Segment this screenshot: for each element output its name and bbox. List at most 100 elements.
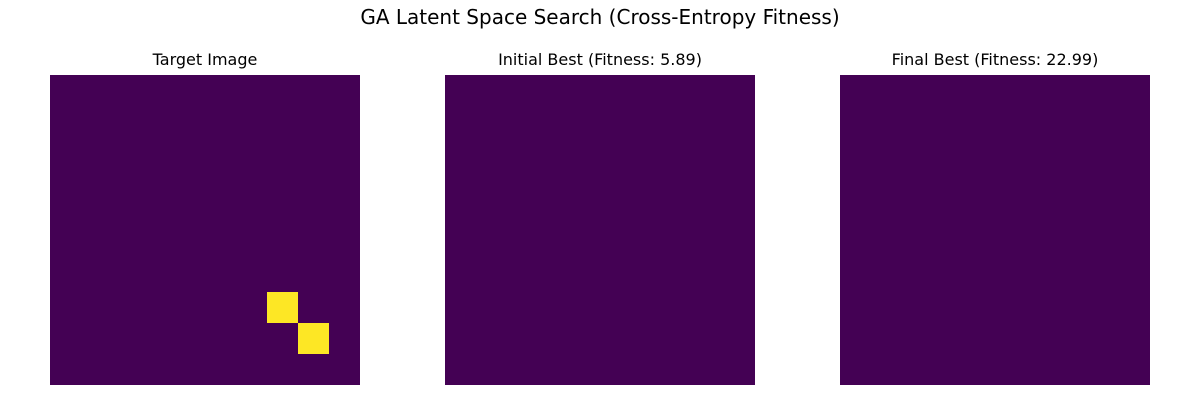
heatmap-cell — [445, 75, 477, 107]
heatmap-cell — [298, 168, 330, 200]
heatmap-cell — [538, 137, 570, 169]
heatmap-cell — [995, 323, 1027, 355]
heatmap-cell — [205, 75, 237, 107]
heatmap-cell — [267, 106, 299, 138]
heatmap-cell — [569, 354, 601, 385]
heatmap-final-best — [840, 75, 1150, 385]
heatmap-cell — [329, 230, 360, 262]
heatmap-cell — [476, 75, 508, 107]
heatmap-cell — [724, 75, 755, 107]
heatmap-cell — [631, 137, 663, 169]
heatmap-cell — [205, 354, 237, 385]
heatmap-cell — [995, 199, 1027, 231]
heatmap-cell — [236, 230, 268, 262]
heatmap-cell — [445, 292, 477, 324]
heatmap-cell — [662, 323, 694, 355]
heatmap-cell — [112, 230, 144, 262]
heatmap-cell — [693, 261, 725, 293]
heatmap-cell — [662, 137, 694, 169]
heatmap-cell — [1057, 354, 1089, 385]
heatmap-cell — [840, 323, 872, 355]
heatmap-cell — [569, 292, 601, 324]
heatmap-cell — [143, 292, 175, 324]
heatmap-cell — [1026, 261, 1058, 293]
heatmap-cell — [933, 168, 965, 200]
heatmap-cell — [1088, 168, 1120, 200]
heatmap-cell — [724, 106, 755, 138]
heatmap-cell — [1088, 292, 1120, 324]
heatmap-cell — [1088, 230, 1120, 262]
panel-title-target-image: Target Image — [152, 50, 258, 69]
heatmap-cell — [81, 168, 113, 200]
heatmap-cell — [267, 230, 299, 262]
heatmap-cell — [174, 292, 206, 324]
panel-title-final-best: Final Best (Fitness: 22.99) — [891, 50, 1099, 69]
heatmap-cell — [1026, 230, 1058, 262]
heatmap-cell — [1026, 75, 1058, 107]
heatmap-cell — [476, 323, 508, 355]
heatmap-cell — [1057, 137, 1089, 169]
heatmap-cell — [871, 168, 903, 200]
heatmap-initial-best — [445, 75, 755, 385]
heatmap-cell — [600, 106, 632, 138]
heatmap-cell — [445, 168, 477, 200]
heatmap-cell — [995, 75, 1027, 107]
heatmap-cell — [1026, 323, 1058, 355]
heatmap-cell — [1026, 292, 1058, 324]
heatmap-cell — [329, 75, 360, 107]
heatmap-cell — [724, 354, 755, 385]
heatmap-cell — [871, 75, 903, 107]
heatmap-cell — [445, 261, 477, 293]
heatmap-cell — [840, 106, 872, 138]
heatmap-cell — [174, 199, 206, 231]
heatmap-cell — [569, 230, 601, 262]
heatmap-cell — [871, 106, 903, 138]
heatmap-cell — [902, 168, 934, 200]
heatmap-cell — [840, 354, 872, 385]
heatmap-cell — [840, 199, 872, 231]
heatmap-cell — [50, 137, 82, 169]
heatmap-cell — [1119, 75, 1150, 107]
heatmap-cell — [236, 292, 268, 324]
heatmap-cell — [600, 75, 632, 107]
heatmap-cell — [298, 292, 330, 324]
heatmap-cell — [1057, 292, 1089, 324]
heatmap-cell — [267, 168, 299, 200]
heatmap-cell — [1088, 323, 1120, 355]
heatmap-cell — [1119, 292, 1150, 324]
heatmap-cell — [538, 199, 570, 231]
heatmap-cell — [81, 292, 113, 324]
heatmap-cell — [933, 323, 965, 355]
heatmap-cell — [724, 292, 755, 324]
heatmap-cell — [724, 137, 755, 169]
heatmap-cell — [902, 199, 934, 231]
heatmap-cell — [476, 354, 508, 385]
heatmap-cell — [933, 261, 965, 293]
heatmap-cell — [693, 106, 725, 138]
heatmap-cell — [724, 323, 755, 355]
heatmap-cell — [871, 261, 903, 293]
heatmap-cell — [631, 230, 663, 262]
heatmap-cell — [1057, 199, 1089, 231]
heatmap-cell — [236, 75, 268, 107]
heatmap-cell — [693, 292, 725, 324]
heatmap-cell — [662, 354, 694, 385]
heatmap-cell — [50, 199, 82, 231]
heatmap-cell — [445, 106, 477, 138]
heatmap-cell — [1119, 168, 1150, 200]
heatmap-cell — [507, 75, 539, 107]
heatmap-cell — [840, 168, 872, 200]
heatmap-cell — [298, 137, 330, 169]
heatmap-cell — [538, 323, 570, 355]
heatmap-cell — [174, 354, 206, 385]
heatmap-cell — [236, 354, 268, 385]
heatmap-cell — [174, 137, 206, 169]
heatmap-cell — [964, 137, 996, 169]
heatmap-cell — [445, 199, 477, 231]
heatmap-cell — [476, 199, 508, 231]
heatmap-cell — [693, 137, 725, 169]
heatmap-cell — [445, 230, 477, 262]
heatmap-cell — [538, 354, 570, 385]
heatmap-cell — [112, 137, 144, 169]
heatmap-cell — [871, 354, 903, 385]
